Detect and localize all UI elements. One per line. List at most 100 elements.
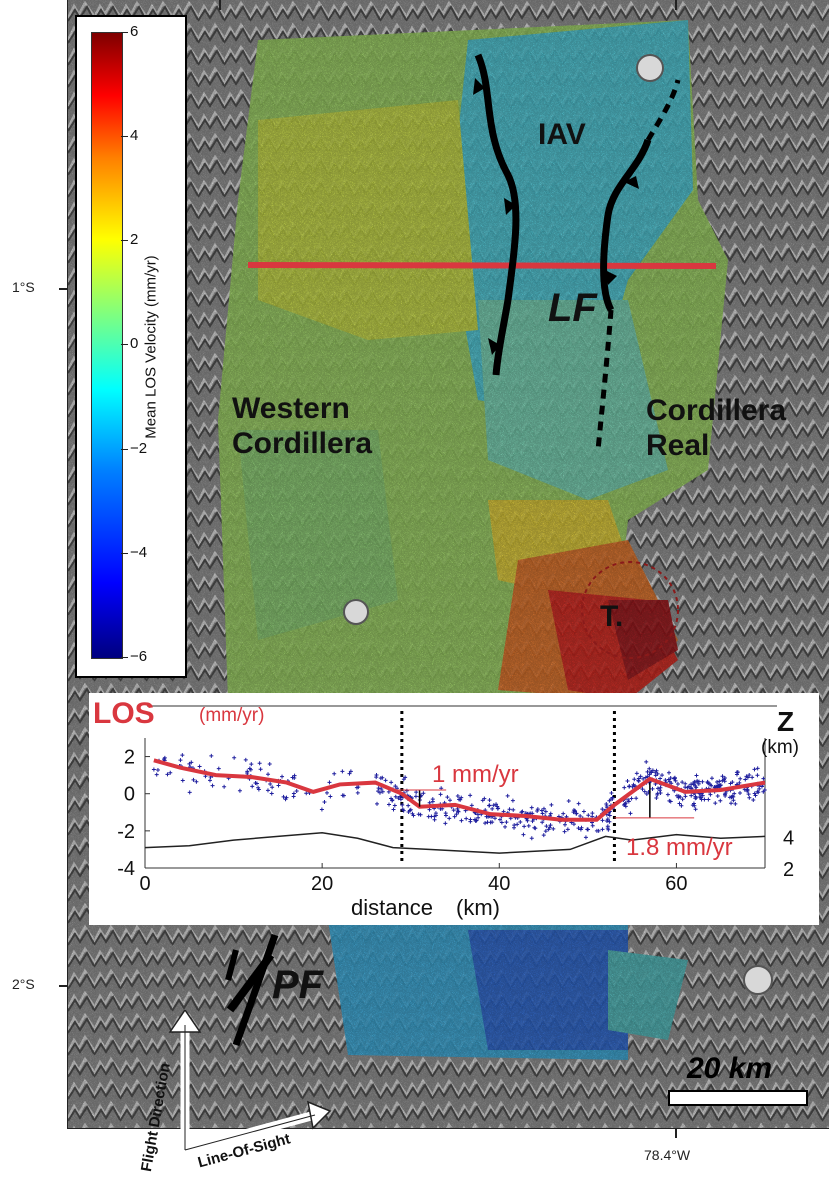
los-point — [280, 774, 285, 779]
los-point — [663, 778, 668, 783]
los-point — [443, 813, 448, 818]
los-profile-panel: 0 20 40 60 2 0 -2 -4 4 2 LOS (mm/yr) Z (km) dista… — [89, 693, 819, 925]
los-point — [541, 806, 546, 811]
los-point — [752, 791, 757, 796]
los-point — [328, 794, 333, 799]
los-point — [653, 770, 658, 775]
los-point — [403, 775, 408, 780]
los-point — [411, 813, 416, 818]
los-point — [642, 789, 647, 794]
los-point — [291, 791, 296, 796]
los-point — [154, 772, 159, 777]
los-point — [521, 832, 526, 837]
los-point — [459, 818, 464, 823]
los-point — [628, 811, 633, 816]
los-point — [464, 816, 469, 821]
colorbar-legend: 6 4 2 0 −2 −4 −6 Mean LOS Velocity (mm/y… — [75, 15, 187, 678]
los-point — [561, 811, 566, 816]
los-point — [383, 778, 388, 783]
los-point — [695, 778, 700, 783]
los-point — [543, 829, 548, 834]
los-point — [268, 782, 273, 787]
label-t: T. — [600, 600, 624, 633]
los-point — [731, 794, 736, 799]
los-point — [257, 761, 262, 766]
ylabel-unit: (mm/yr) — [199, 705, 264, 726]
colorbar-tick-label: −4 — [130, 544, 148, 561]
los-point — [187, 790, 192, 795]
los-point — [507, 807, 512, 812]
label-lf: LF — [548, 286, 597, 330]
los-point — [647, 772, 652, 777]
los-point — [548, 811, 553, 816]
los-point — [427, 800, 432, 805]
los-point — [532, 825, 537, 830]
los-point — [194, 779, 199, 784]
los-point — [458, 797, 463, 802]
los-point — [340, 769, 345, 774]
los-point — [729, 801, 734, 806]
los-point — [590, 811, 595, 816]
los-point — [459, 795, 464, 800]
los-point — [377, 790, 382, 795]
los-point — [456, 809, 461, 814]
los-point — [180, 778, 185, 783]
los-point — [380, 789, 385, 794]
los-point — [543, 809, 548, 814]
los-point — [631, 782, 636, 787]
x-tick-label: 40 — [488, 873, 510, 895]
los-point — [499, 820, 504, 825]
los-point — [210, 783, 215, 788]
los-point — [540, 811, 545, 816]
topography-line — [144, 831, 766, 854]
los-point — [180, 753, 185, 758]
los-point — [168, 770, 173, 775]
los-point — [237, 788, 242, 793]
los-point — [290, 775, 295, 780]
eastern-thrust-fault — [600, 138, 652, 312]
los-point — [677, 801, 682, 806]
los-point — [503, 824, 508, 829]
los-point — [510, 798, 515, 803]
los-point — [348, 769, 353, 774]
los-point — [600, 827, 605, 832]
los-point — [250, 784, 255, 789]
los-point — [732, 791, 737, 796]
scalebar-label: 20 km — [687, 1052, 773, 1085]
los-point — [655, 791, 660, 796]
los-point — [734, 770, 739, 775]
y-tick-label: -2 — [117, 821, 135, 843]
los-point — [322, 799, 327, 804]
los-point — [374, 773, 379, 778]
los-point — [666, 770, 671, 775]
los-point — [207, 778, 212, 783]
los-point — [626, 799, 631, 804]
los-point — [667, 779, 672, 784]
xlabel-unit: (km) — [456, 895, 500, 920]
los-point — [165, 772, 170, 777]
colorbar-tick-label: 6 — [130, 23, 139, 40]
los-point — [511, 807, 516, 812]
los-point — [576, 801, 581, 806]
los-point — [406, 803, 411, 808]
los-point — [451, 808, 456, 813]
los-point — [565, 827, 570, 832]
los-point — [480, 798, 485, 803]
los-point — [634, 796, 639, 801]
los-point — [396, 796, 401, 801]
pallatanga-fault — [232, 933, 279, 1047]
los-point — [276, 783, 281, 788]
lat-label-2s: 2°S — [12, 976, 35, 992]
los-point — [718, 798, 723, 803]
los-point — [745, 788, 750, 793]
los-point — [247, 766, 252, 771]
volcano-cone — [636, 54, 664, 82]
label-western-line1: Western — [232, 392, 350, 425]
los-point — [447, 816, 452, 821]
label-iav: IAV — [538, 118, 586, 151]
colorbar-title: Mean LOS Velocity (mm/yr) — [142, 255, 160, 439]
los-point — [529, 805, 534, 810]
los-point — [416, 812, 421, 817]
los-point — [483, 821, 488, 826]
